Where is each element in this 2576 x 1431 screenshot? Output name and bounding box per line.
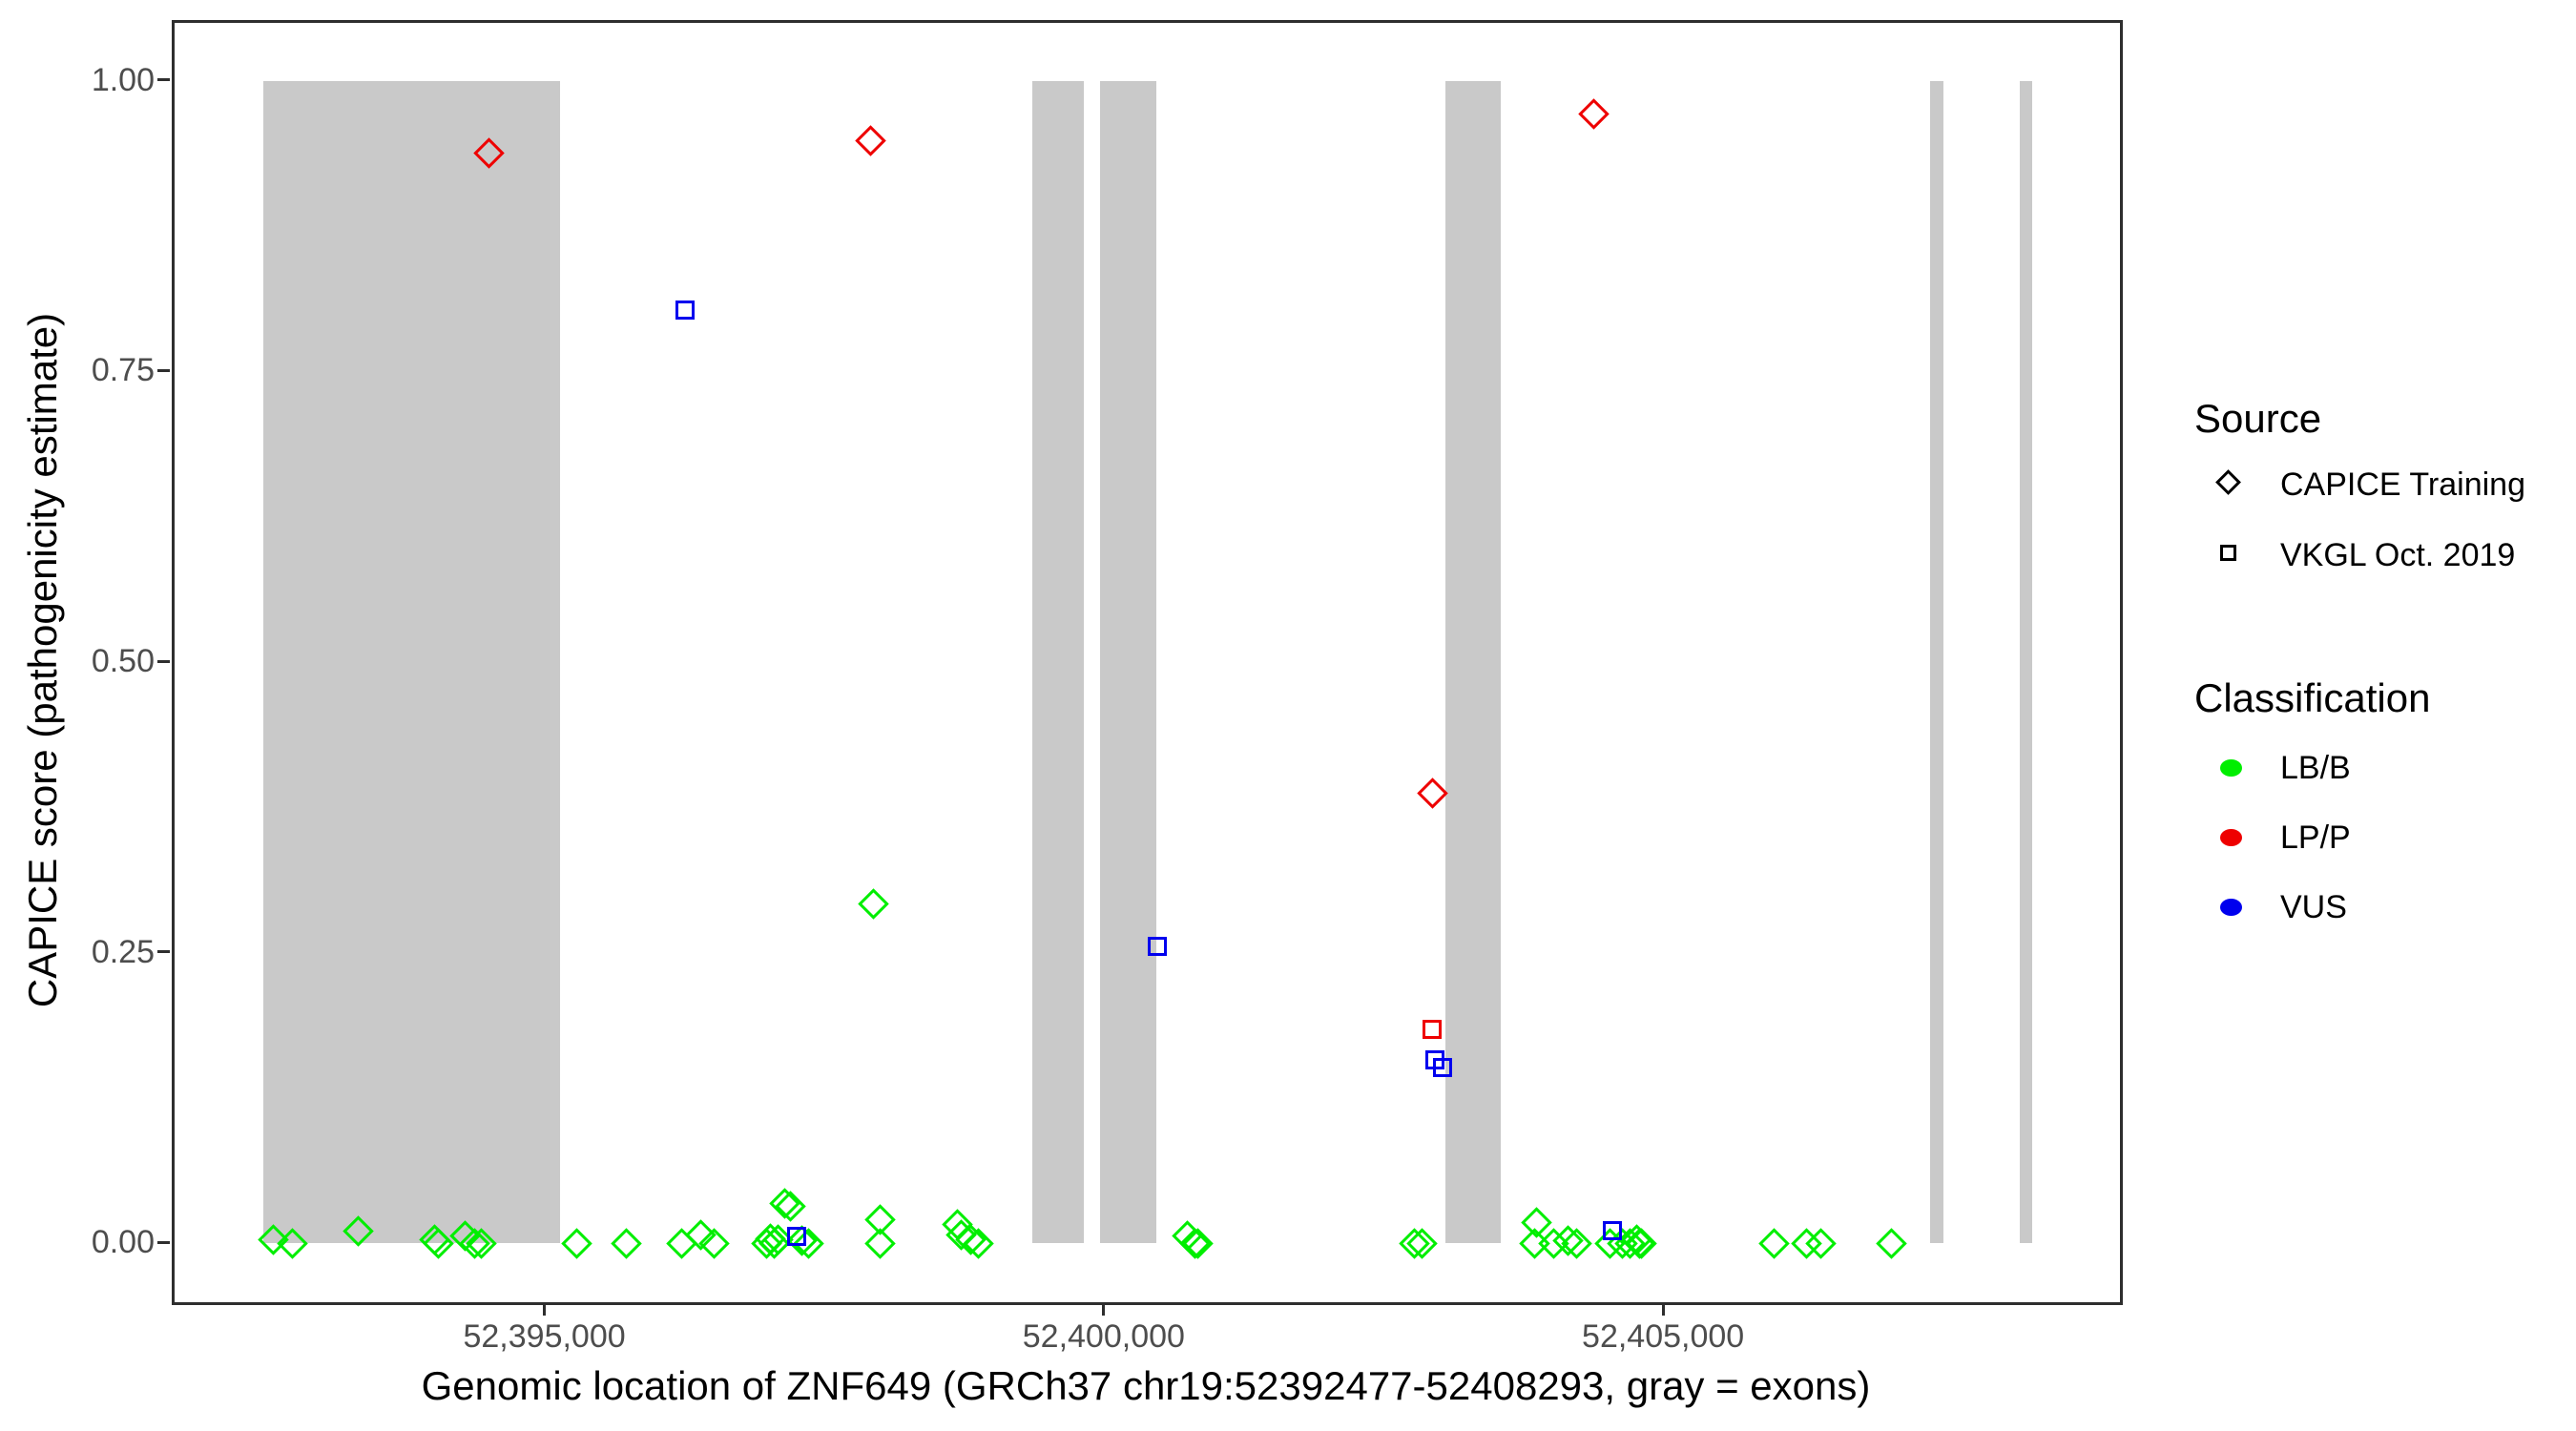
x-tick-label: 52,395,000	[463, 1318, 626, 1355]
x-tick-mark	[1102, 1303, 1106, 1316]
legend-item-label: VUS	[2280, 889, 2347, 925]
color-dot-icon	[2219, 829, 2242, 846]
data-point-diamond	[1875, 1227, 1907, 1259]
data-point-square	[1147, 937, 1167, 957]
y-tick-label: 0.75	[91, 352, 155, 389]
exon-band	[2020, 80, 2033, 1244]
legend-item-label: VKGL Oct. 2019	[2280, 537, 2516, 573]
data-point-square	[675, 300, 696, 320]
exon-band	[262, 80, 560, 1244]
exon-band	[1445, 80, 1502, 1244]
legend-item-label: CAPICE Training	[2280, 467, 2525, 503]
data-point-square	[787, 1226, 807, 1246]
y-tick-label: 1.00	[91, 61, 155, 98]
x-tick-label: 52,400,000	[1022, 1318, 1185, 1355]
legend-classification-title: Classification	[2194, 675, 2431, 720]
data-point-square	[1603, 1220, 1623, 1240]
x-tick-label: 52,405,000	[1582, 1318, 1745, 1355]
y-tick-label: 0.50	[91, 643, 155, 679]
exon-band	[1930, 80, 1944, 1244]
legend-item-label: LB/B	[2280, 750, 2351, 786]
y-tick-mark	[157, 659, 170, 663]
exon-band	[1032, 80, 1084, 1244]
data-point-diamond	[610, 1227, 642, 1259]
exon-band	[1100, 80, 1157, 1244]
data-point-diamond	[1417, 778, 1448, 809]
data-point-diamond	[561, 1227, 592, 1259]
color-dot-icon	[2219, 899, 2242, 916]
x-tick-mark	[1661, 1303, 1665, 1316]
data-point-diamond	[857, 888, 889, 920]
y-tick-mark	[157, 78, 170, 82]
data-point-square	[1432, 1058, 1452, 1078]
square-key-icon	[2219, 544, 2236, 561]
data-point-diamond	[1757, 1227, 1790, 1259]
data-point-diamond	[863, 1227, 896, 1259]
data-point-square	[1423, 1019, 1443, 1039]
data-point-diamond	[1577, 97, 1610, 130]
legend-source-title: Source	[2194, 396, 2322, 441]
y-axis-title: CAPICE score (pathogenicity estimate)	[20, 312, 65, 1008]
y-tick-mark	[157, 1240, 170, 1244]
diamond-key-icon	[2214, 468, 2241, 495]
y-tick-mark	[157, 950, 170, 954]
color-dot-icon	[2219, 759, 2242, 777]
data-point-diamond	[855, 124, 887, 156]
y-tick-label: 0.00	[91, 1224, 155, 1261]
x-axis-title: Genomic location of ZNF649 (GRCh37 chr19…	[421, 1363, 1871, 1408]
x-tick-mark	[543, 1303, 547, 1316]
y-tick-label: 0.25	[91, 933, 155, 970]
legend-item-label: LP/P	[2280, 819, 2351, 856]
plot-panel	[172, 20, 2123, 1305]
y-tick-mark	[157, 368, 170, 372]
